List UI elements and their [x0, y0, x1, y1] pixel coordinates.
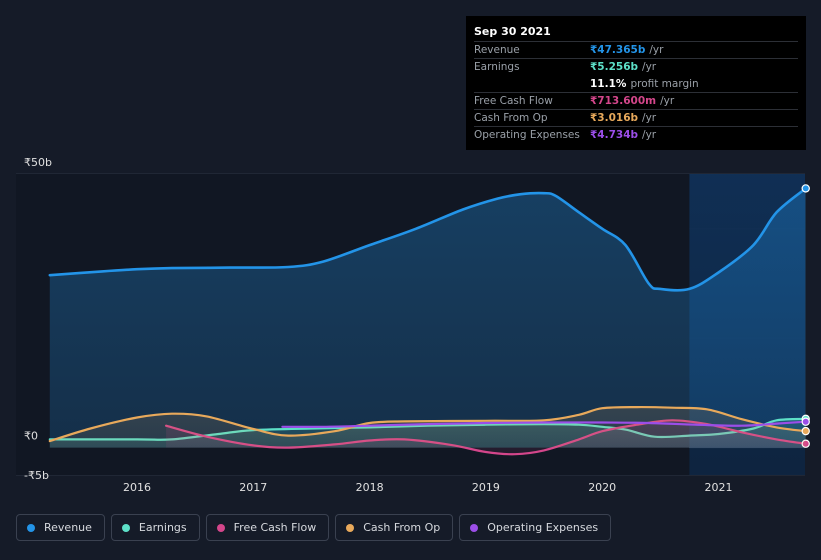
legend-item-free-cash-flow[interactable]: Free Cash Flow: [205, 514, 330, 541]
tooltip-rows: Revenue ₹47.365b/yr Earnings ₹5.256b/yr 11.1…: [474, 41, 798, 143]
legend-label: Free Cash Flow: [233, 521, 317, 534]
x-tick-label: 2018: [356, 481, 384, 494]
tooltip-row-value: ₹713.600m: [590, 95, 657, 107]
tooltip-row-label: Cash From Op: [474, 112, 548, 124]
tooltip-panel: Sep 30 2021 Revenue ₹47.365b/yr Earnings ₹5…: [466, 16, 806, 150]
y-tick-label: ₹50b: [24, 156, 52, 169]
tooltip-row-value: ₹4.734b: [590, 129, 639, 141]
tooltip-row-label: Free Cash Flow: [474, 95, 553, 107]
chart-area: ₹50b ₹0 -₹5b 2016 2017 2018 2019 2020 2021: [16, 156, 810, 494]
legend-item-earnings[interactable]: Earnings: [110, 514, 200, 541]
tooltip-row: Earnings ₹5.256b/yr: [474, 58, 798, 75]
series-area-cash-from-op: [49, 407, 806, 448]
tooltip-row-unit: /yr: [649, 44, 664, 56]
legend-dot-icon: [121, 523, 130, 532]
x-tick-label: 2021: [705, 481, 733, 494]
series-layer: [48, 184, 810, 456]
y-tick-label: -₹5b: [24, 469, 49, 482]
legend-label: Revenue: [44, 521, 92, 534]
x-tick-label: 2016: [123, 481, 151, 494]
x-tick-label: 2017: [239, 481, 267, 494]
tooltip-row-unit: profit margin: [630, 77, 699, 90]
tooltip-row-unit: /yr: [660, 95, 675, 107]
legend-dot-icon: [216, 523, 225, 532]
tooltip-row: 11.1% profit margin: [474, 75, 798, 92]
tooltip-row-unit: /yr: [642, 61, 657, 73]
y-tick-label: ₹0: [24, 430, 38, 443]
tooltip-row: Operating Expenses ₹4.734b/yr: [474, 126, 798, 143]
tooltip-row-value: ₹47.365b: [590, 44, 646, 56]
tooltip-row-value: 11.1%: [590, 77, 627, 90]
axis-layer: ₹50b ₹0 -₹5b 2016 2017 2018 2019 2020 2021: [24, 156, 733, 494]
legend-label: Operating Expenses: [487, 521, 599, 534]
tooltip-row-label: Revenue: [474, 44, 520, 56]
series-revenue: [48, 184, 810, 448]
tooltip-row-unit: /yr: [642, 129, 657, 141]
legend-label: Earnings: [138, 521, 187, 534]
x-tick-label: 2019: [472, 481, 500, 494]
tooltip-date: Sep 30 2021: [474, 25, 551, 38]
legend-label: Cash From Op: [363, 521, 441, 534]
endpoint-marker-operating-expenses: [801, 417, 810, 426]
tooltip-row: Free Cash Flow ₹713.600m/yr: [474, 92, 798, 109]
series-operating-expenses: [281, 417, 810, 428]
legend-item-cash-from-op[interactable]: Cash From Op: [335, 514, 454, 541]
legend-dot-icon: [27, 523, 35, 532]
tooltip-row-value: ₹3.016b: [590, 112, 639, 124]
legend-item-revenue[interactable]: Revenue: [16, 514, 105, 541]
legend-item-operating-expenses[interactable]: Operating Expenses: [459, 514, 612, 541]
tooltip-row: Revenue ₹47.365b/yr: [474, 41, 798, 58]
tooltip-row-label: Operating Expenses: [474, 129, 580, 141]
series-line-cash-from-op: [48, 405, 807, 443]
endpoint-marker-revenue: [801, 184, 810, 193]
tooltip-row-unit: /yr: [642, 112, 657, 124]
series-area-revenue: [49, 188, 806, 448]
tooltip-row: Cash From Op ₹3.016b/yr: [474, 109, 798, 126]
series-line-operating-expenses: [281, 420, 807, 428]
endpoint-marker-cash-from-op: [801, 426, 810, 436]
legend-dot-icon: [470, 523, 479, 532]
legend: Revenue Earnings Free Cash Flow Cash From O…: [16, 514, 612, 541]
series-cash-from-op: [48, 405, 810, 448]
tooltip-row-value: ₹5.256b: [590, 61, 639, 73]
x-tick-label: 2020: [588, 481, 616, 494]
legend-dot-icon: [346, 523, 355, 532]
tooltip-row-label: Earnings: [474, 61, 520, 73]
series-line-revenue: [48, 187, 807, 292]
